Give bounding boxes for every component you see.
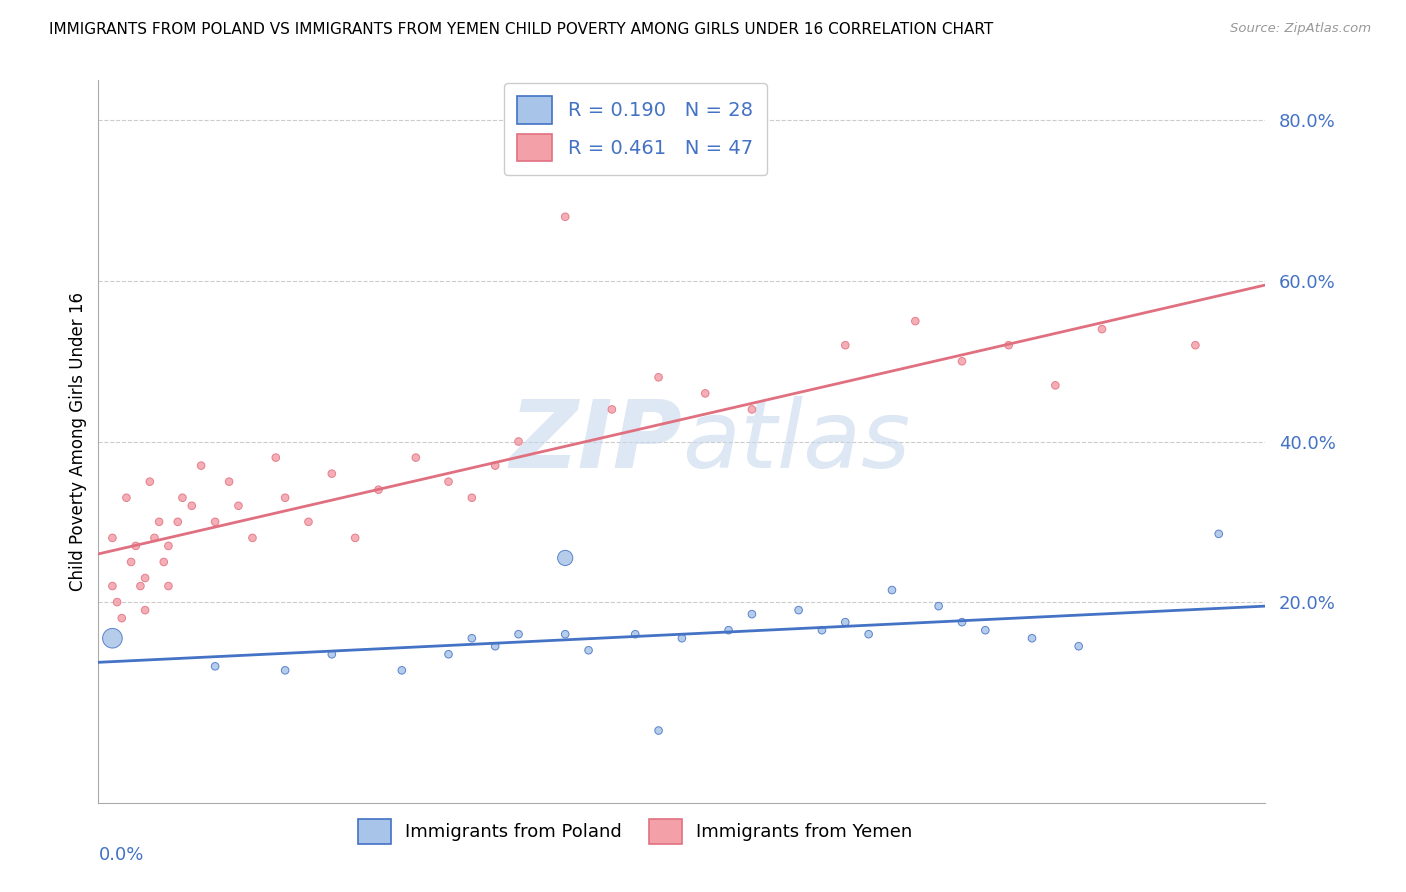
Point [974,623,997,637]
Point [101,632,124,646]
Point [405,450,427,465]
Point [950,354,973,368]
Point [1021,632,1043,646]
Text: ZIP: ZIP [509,395,682,488]
Point [741,402,763,417]
Point [484,458,506,473]
Point [508,627,530,641]
Point [717,623,740,637]
Point [461,632,484,646]
Point [928,599,950,614]
Point [157,579,180,593]
Point [811,623,834,637]
Point [152,555,174,569]
Point [115,491,138,505]
Point [134,603,156,617]
Point [274,491,297,505]
Point [461,491,484,505]
Point [321,467,343,481]
Text: 0.0%: 0.0% [98,847,143,864]
Point [834,615,856,630]
Point [695,386,717,401]
Point [148,515,170,529]
Point [157,539,180,553]
Legend: Immigrants from Poland, Immigrants from Yemen: Immigrants from Poland, Immigrants from … [352,812,920,852]
Point [554,210,576,224]
Point [134,571,156,585]
Point [297,515,319,529]
Point [218,475,240,489]
Point [904,314,927,328]
Point [344,531,367,545]
Point [787,603,810,617]
Point [139,475,162,489]
Point [101,579,124,593]
Point [437,648,460,662]
Point [143,531,166,545]
Point [578,643,600,657]
Point [858,627,880,641]
Point [1091,322,1114,336]
Point [1208,526,1230,541]
Text: atlas: atlas [682,396,910,487]
Point [624,627,647,641]
Point [647,723,669,738]
Point [101,531,124,545]
Point [264,450,287,465]
Point [274,664,297,678]
Point [172,491,194,505]
Point [166,515,188,529]
Point [105,595,128,609]
Point [204,515,226,529]
Point [484,639,506,653]
Point [367,483,389,497]
Y-axis label: Child Poverty Among Girls Under 16: Child Poverty Among Girls Under 16 [69,292,87,591]
Point [204,659,226,673]
Point [437,475,460,489]
Text: IMMIGRANTS FROM POLAND VS IMMIGRANTS FROM YEMEN CHILD POVERTY AMONG GIRLS UNDER : IMMIGRANTS FROM POLAND VS IMMIGRANTS FRO… [49,22,994,37]
Point [242,531,264,545]
Text: Source: ZipAtlas.com: Source: ZipAtlas.com [1230,22,1371,36]
Point [834,338,856,352]
Point [554,550,576,566]
Point [1067,639,1090,653]
Point [671,632,693,646]
Point [125,539,148,553]
Point [880,583,903,598]
Point [1045,378,1067,392]
Point [741,607,763,621]
Point [180,499,202,513]
Point [129,579,152,593]
Point [997,338,1019,352]
Point [950,615,973,630]
Point [391,664,413,678]
Point [647,370,669,384]
Point [190,458,212,473]
Point [508,434,530,449]
Point [120,555,142,569]
Point [1184,338,1206,352]
Point [228,499,250,513]
Point [554,627,576,641]
Point [321,648,343,662]
Point [111,611,134,625]
Point [600,402,623,417]
